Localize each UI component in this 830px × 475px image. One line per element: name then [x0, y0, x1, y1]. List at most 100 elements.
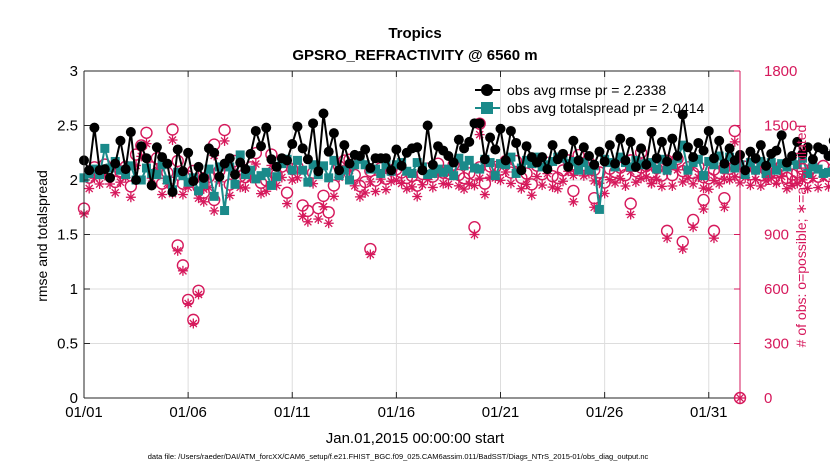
rmse-marker: [313, 166, 323, 176]
rmse-marker: [771, 146, 781, 156]
rmse-marker: [480, 154, 490, 164]
obs-assimilated-marker: [360, 188, 370, 198]
rmse-marker: [620, 155, 630, 165]
obs-assimilated-marker: [480, 190, 490, 200]
chart-subtitle: GPSRO_REFRACTIVITY @ 6560 m: [292, 47, 537, 64]
rmse-marker: [761, 161, 771, 171]
obs-assimilated-marker: [412, 192, 422, 202]
rmse-marker: [485, 132, 495, 142]
spread-marker: [267, 181, 276, 190]
y-left-tick-label: 2: [70, 172, 78, 189]
rmse-marker: [230, 170, 240, 180]
obs-assimilated-marker: [469, 180, 479, 190]
rmse-marker: [725, 143, 735, 153]
rmse-marker: [136, 141, 146, 151]
rmse-marker: [594, 147, 604, 157]
rmse-marker: [423, 121, 433, 131]
rmse-marker: [188, 176, 198, 186]
spread-marker: [298, 166, 307, 175]
obs-assimilated-marker: [173, 246, 183, 256]
rmse-marker: [282, 155, 292, 165]
obs-assimilated-marker: [365, 249, 375, 259]
rmse-marker: [183, 148, 193, 158]
rmse-marker: [579, 142, 589, 152]
obs-assimilated-marker: [178, 190, 188, 200]
rmse-marker: [756, 140, 766, 150]
rmse-marker: [475, 118, 485, 128]
legend-spread-label: obs avg totalspread pr = 2.0414: [507, 100, 705, 116]
spread-marker: [475, 165, 484, 174]
y-left-tick-label: 1.5: [57, 227, 78, 244]
rmse-marker: [225, 153, 235, 163]
obs-assimilated-marker: [178, 266, 188, 276]
obs-assimilated-marker: [220, 136, 230, 146]
rmse-marker: [287, 139, 297, 149]
rmse-marker: [261, 123, 271, 133]
spread-marker: [288, 166, 297, 175]
y-left-tick-label: 1: [70, 281, 78, 298]
rmse-marker: [714, 136, 724, 146]
y-right-tick-label: 600: [764, 281, 789, 298]
obs-assimilated-marker: [188, 319, 198, 329]
rmse-marker: [751, 153, 761, 163]
rmse-marker: [667, 134, 677, 144]
rmse-marker: [152, 142, 162, 152]
rmse-marker: [173, 144, 183, 154]
spread-marker: [303, 178, 312, 187]
rmse-marker: [141, 153, 151, 163]
rmse-marker: [605, 140, 615, 150]
rmse-marker: [292, 122, 302, 132]
rmse-marker: [121, 164, 131, 174]
obs-assimilated-marker: [568, 197, 578, 207]
obs-assimilated-marker: [318, 202, 328, 212]
rmse-marker: [168, 187, 178, 197]
obs-assimilated-marker: [194, 289, 204, 299]
chart-title: Tropics: [388, 25, 441, 42]
spread-marker: [824, 168, 830, 177]
rmse-marker: [688, 152, 698, 162]
spread-marker: [491, 171, 500, 180]
obs-assimilated-marker: [365, 177, 375, 187]
y-axis-right-label: # of obs: o=possible; ∗=assimilated: [793, 125, 809, 348]
rmse-marker: [506, 126, 516, 136]
rmse-marker: [115, 136, 125, 146]
rmse-marker: [386, 165, 396, 175]
x-axis-label: Jan.01,2015 00:00:00 start: [326, 430, 505, 447]
obs-assimilated-marker: [537, 180, 547, 190]
rmse-marker: [339, 140, 349, 150]
rmse-marker: [147, 180, 157, 190]
rmse-marker: [652, 153, 662, 163]
rmse-marker: [501, 155, 511, 165]
obs-assimilated-marker: [699, 204, 709, 214]
obs-assimilated-marker: [532, 172, 542, 182]
rmse-marker: [719, 159, 729, 169]
rmse-marker: [610, 159, 620, 169]
rmse-marker: [89, 123, 99, 133]
obs-assimilated-marker: [657, 181, 667, 191]
rmse-marker: [511, 138, 521, 148]
rmse-marker: [308, 118, 318, 128]
rmse-marker: [391, 144, 401, 154]
spread-marker: [345, 176, 354, 185]
obs-assimilated-marker: [303, 217, 313, 227]
obs-assimilated-marker: [725, 175, 735, 185]
spread-marker: [272, 172, 281, 181]
rmse-marker: [615, 134, 625, 144]
y-left-tick-label: 3: [70, 63, 78, 80]
rmse-marker: [537, 152, 547, 162]
rmse-marker: [522, 141, 532, 151]
rmse-marker: [417, 165, 427, 175]
rmse-marker: [100, 164, 110, 174]
rmse-marker: [516, 165, 526, 175]
x-tick-label: 01/16: [378, 404, 416, 421]
rmse-marker: [563, 162, 573, 172]
obs-assimilated-marker: [381, 185, 391, 195]
rmse-marker: [84, 165, 94, 175]
obs-assimilated-marker: [443, 179, 453, 189]
obs-assimilated-marker: [558, 176, 568, 186]
rmse-marker: [178, 166, 188, 176]
obs-assimilated-marker: [704, 184, 714, 194]
rmse-marker: [646, 127, 656, 137]
rmse-marker: [324, 147, 334, 157]
